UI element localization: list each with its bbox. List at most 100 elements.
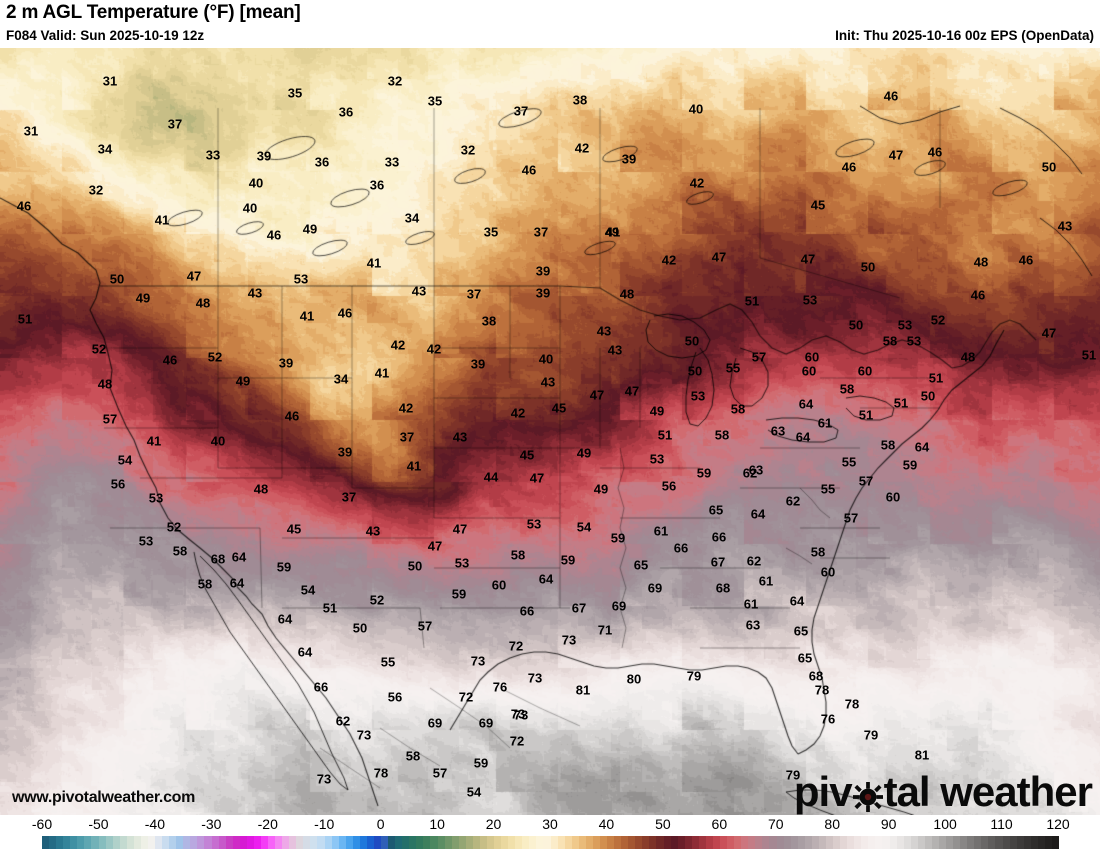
colorbar-cell [324, 836, 332, 849]
website-watermark: www.pivotalweather.com [12, 789, 196, 806]
colorbar-cell [995, 836, 1003, 849]
colorbar-cell [1044, 836, 1052, 849]
colorbar-cell [529, 836, 537, 849]
colorbar-cell [91, 836, 99, 849]
colorbar-cell [275, 836, 283, 849]
colorbar-cell [232, 836, 240, 849]
colorbar-cell [642, 836, 650, 849]
colorbar-cell [946, 836, 954, 849]
colorbar-cell [804, 836, 812, 849]
colorbar-cell [691, 836, 699, 849]
colorbar-cell [903, 836, 911, 849]
colorbar-cell [847, 836, 855, 849]
colorbar-cell [1002, 836, 1010, 849]
colorbar-cell [126, 836, 134, 849]
colorbar-cell [557, 836, 565, 849]
colorbar-cell [776, 836, 784, 849]
colorbar[interactable]: -60 -50 -40 -30 -20 -10 0 10 20 30 40 50 60 70 80 90 100… [0, 815, 1100, 850]
colorbar-cell [84, 836, 92, 849]
colorbar-cell [833, 836, 841, 849]
colorbar-cell [409, 836, 417, 849]
colorbar-cell [352, 836, 360, 849]
colorbar-cell [677, 836, 685, 849]
colorbar-cell [811, 836, 819, 849]
colorbar-cell [246, 836, 254, 849]
colorbar-cell [508, 836, 516, 849]
colorbar-gradient-strip[interactable] [42, 836, 1059, 849]
colorbar-cell [402, 836, 410, 849]
colorbar-cell [960, 836, 968, 849]
colorbar-cell [910, 836, 918, 849]
page-title: 2 m AGL Temperature (°F) [mean] [6, 2, 301, 23]
colorbar-tick: 60 [711, 816, 728, 832]
colorbar-cell [571, 836, 579, 849]
map-panel[interactable]: 31 31 34 32 41 46 35 37 33 39 36 40 40 49 32 36 35 33 36 34… [0, 48, 1100, 815]
colorbar-cell [1037, 836, 1045, 849]
colorbar-cell [494, 836, 502, 849]
colorbar-cell [712, 836, 720, 849]
colorbar-cell [875, 836, 883, 849]
colorbar-cell [818, 836, 826, 849]
colorbar-cell [578, 836, 586, 849]
colorbar-cell [628, 836, 636, 849]
colorbar-cell [282, 836, 290, 849]
colorbar-cell [550, 836, 558, 849]
colorbar-cell [522, 836, 530, 849]
colorbar-cell [345, 836, 353, 849]
colorbar-tick: -40 [144, 816, 165, 832]
colorbar-tick: 50 [655, 816, 671, 832]
colorbar-cell [953, 836, 961, 849]
colorbar-cell [105, 836, 113, 849]
colorbar-cell [917, 836, 925, 849]
colorbar-cell [762, 836, 770, 849]
colorbar-cell [797, 836, 805, 849]
colorbar-cell [183, 836, 191, 849]
logo-text-part1: piv [793, 768, 853, 815]
colorbar-cell [268, 836, 276, 849]
colorbar-tick: 120 [1046, 816, 1070, 832]
colorbar-tick: 20 [485, 816, 502, 832]
colorbar-cell [868, 836, 876, 849]
colorbar-cell [769, 836, 777, 849]
colorbar-cell [42, 836, 50, 849]
valid-time-label: F084 Valid: Sun 2025-10-19 12z [6, 28, 205, 43]
colorbar-cell [705, 836, 713, 849]
colorbar-cell [465, 836, 473, 849]
pivotal-weather-logo: piv [793, 768, 1093, 815]
colorbar-cell [218, 836, 226, 849]
colorbar-cell [77, 836, 85, 849]
colorbar-cell [49, 836, 57, 849]
colorbar-cell [1030, 836, 1038, 849]
colorbar-cell [133, 836, 141, 849]
colorbar-cell [783, 836, 791, 849]
colorbar-cell [373, 836, 381, 849]
colorbar-cell [536, 836, 544, 849]
colorbar-cell [501, 836, 509, 849]
colorbar-cell [260, 836, 268, 849]
colorbar-cell [388, 836, 396, 849]
colorbar-cell [381, 836, 389, 849]
colorbar-cell [395, 836, 403, 849]
colorbar-tick: 10 [429, 816, 445, 832]
colorbar-cell [204, 836, 212, 849]
colorbar-cell [155, 836, 163, 849]
logo-text-part2: tal weather [883, 768, 1093, 815]
colorbar-tick: -10 [314, 816, 335, 832]
colorbar-cell [861, 836, 869, 849]
colorbar-cell [1023, 836, 1031, 849]
colorbar-cell [854, 836, 862, 849]
colorbar-cell [296, 836, 304, 849]
temperature-field-canvas[interactable] [0, 48, 1100, 815]
colorbar-tick: 100 [933, 816, 957, 832]
colorbar-cell [423, 836, 431, 849]
colorbar-cell [169, 836, 177, 849]
colorbar-tick: 40 [598, 816, 615, 832]
colorbar-cell [840, 836, 848, 849]
colorbar-cell [974, 836, 982, 849]
colorbar-tick: -60 [31, 816, 53, 832]
colorbar-tick: -50 [88, 816, 109, 832]
colorbar-cell [444, 836, 452, 849]
colorbar-cell [988, 836, 996, 849]
colorbar-cell [656, 836, 664, 849]
colorbar-cell [592, 836, 600, 849]
